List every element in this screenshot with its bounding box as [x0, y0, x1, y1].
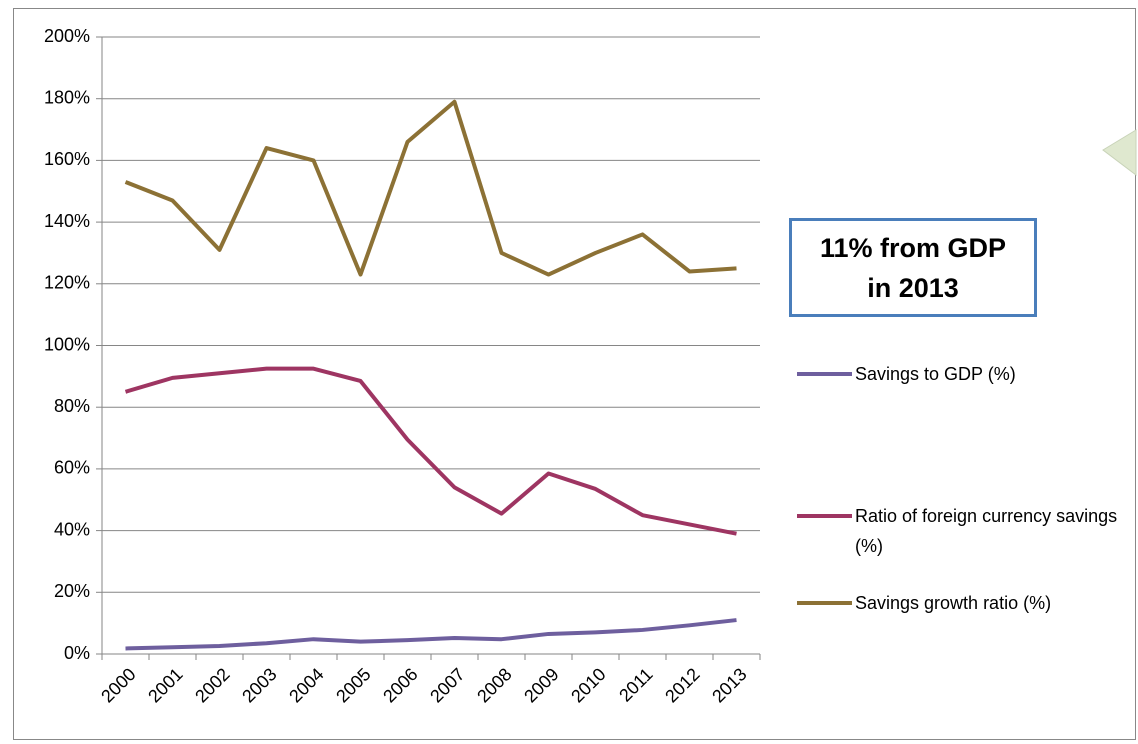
y-tick-label: 140%: [44, 211, 90, 231]
legend-label: Savings growth ratio (%): [855, 593, 1052, 613]
series-line: [124, 366, 737, 536]
series-line: [125, 618, 737, 651]
y-tick-label: 0%: [64, 643, 90, 663]
legend-label: Ratio of foreign currency savings (%): [855, 506, 1118, 556]
y-tick-label: 200%: [44, 26, 90, 46]
y-tick-label: 160%: [44, 149, 90, 169]
y-tick-label: 60%: [54, 458, 90, 478]
y-tick-label: 120%: [44, 273, 90, 293]
y-tick-label: 180%: [44, 87, 90, 107]
y-tick-label: 100%: [44, 334, 90, 354]
legend-label: Savings to GDP (%): [855, 364, 1016, 384]
y-tick-label: 20%: [54, 581, 90, 601]
series-line: [124, 99, 737, 277]
annotation: 11% from GDP in 2013: [789, 218, 1037, 317]
y-tick-label: 40%: [54, 519, 90, 539]
y-tick-label: 80%: [54, 396, 90, 416]
decoration: [1102, 129, 1137, 177]
